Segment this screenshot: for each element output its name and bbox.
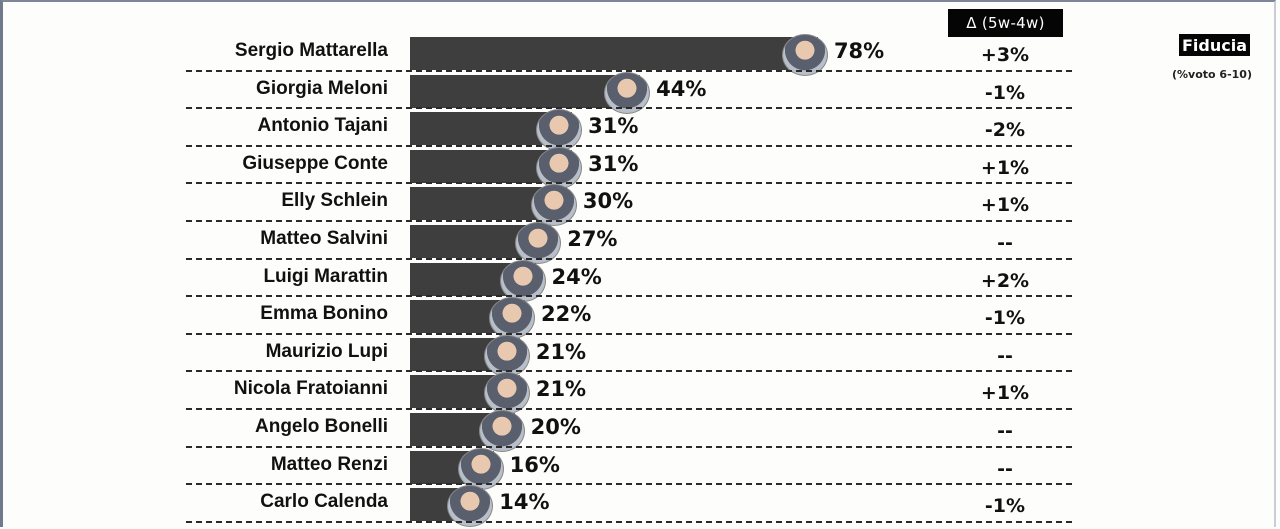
trust-bar (410, 37, 818, 70)
delta-value: -- (997, 420, 1013, 442)
row-divider (186, 219, 1072, 222)
trust-percentage: 21% (535, 339, 587, 364)
politician-name: Giuseppe Conte (242, 152, 388, 174)
bar-row: Matteo Salvini 27% -- (186, 222, 1072, 264)
trust-percentage: 22% (541, 302, 592, 327)
bar-row: Matteo Renzi 16% -- (186, 447, 1072, 490)
trust-percentage: 14% (499, 490, 550, 515)
row-divider (186, 69, 1072, 72)
portrait-icon (478, 410, 525, 452)
row-divider (186, 407, 1072, 410)
row-divider (186, 257, 1072, 260)
trust-percentage: 31% (588, 114, 639, 139)
portrait-icon (483, 372, 530, 415)
row-divider (186, 295, 1072, 298)
portrait-icon (483, 334, 530, 377)
row-divider (186, 520, 1072, 523)
trust-percentage: 20% (530, 415, 581, 439)
delta-value: +1% (980, 156, 1030, 179)
bar-row: Sergio Mattarella 78% +3% (186, 34, 1072, 76)
delta-value: -1% (984, 495, 1026, 518)
delta-value: -1% (984, 307, 1026, 330)
portrait-icon (530, 184, 577, 227)
portrait-icon (447, 485, 494, 528)
portrait-icon (489, 297, 536, 340)
politician-name: Maurizio Lupi (265, 340, 388, 362)
politician-name: Carlo Calenda (260, 491, 388, 513)
trust-percentage: 78% (833, 39, 885, 63)
chart-subtitle: (%voto 6-10) (1172, 68, 1252, 81)
delta-value: -- (997, 344, 1013, 367)
delta-column-header: Δ (5w-4w) (948, 9, 1063, 37)
trust-percentage: 16% (509, 452, 560, 477)
portrait-icon (536, 109, 583, 152)
bar-row: Elly Schlein 30% +1% (186, 184, 1072, 227)
trust-percentage: 31% (588, 151, 639, 176)
politician-name: Sergio Mattarella (234, 40, 388, 61)
trust-bar (410, 74, 641, 108)
bar-row: Carlo Calenda 14% -1% (186, 485, 1072, 528)
bar-row: Nicola Fratoianni 21% +1% (186, 372, 1072, 415)
row-divider (186, 107, 1072, 110)
bar-row: Emma Bonino 22% -1% (186, 297, 1072, 340)
politician-name: Nicola Fratoianni (233, 378, 388, 400)
row-divider (186, 332, 1072, 335)
row-divider (186, 370, 1072, 373)
delta-value: -2% (984, 119, 1026, 142)
delta-value: -- (997, 232, 1013, 254)
trust-percentage: 44% (656, 76, 707, 101)
politician-name: Matteo Renzi (270, 453, 388, 475)
portrait-icon (536, 146, 583, 189)
trust-percentage: 21% (535, 377, 587, 402)
portrait-icon (604, 71, 651, 114)
trust-percentage: 24% (551, 264, 602, 289)
delta-value: -- (997, 457, 1013, 480)
delta-value: +1% (980, 194, 1030, 217)
delta-value: +2% (980, 269, 1030, 292)
bar-row: Giuseppe Conte 31% +1% (186, 146, 1072, 189)
bar-row: Maurizio Lupi 21% -- (186, 334, 1072, 377)
row-divider (186, 483, 1072, 486)
chart-title-badge: Fiducia (1179, 34, 1251, 56)
trust-percentage: 30% (582, 189, 634, 214)
bar-row: Giorgia Meloni 44% -1% (186, 71, 1072, 114)
politician-name: Emma Bonino (260, 303, 388, 325)
bar-row: Angelo Bonelli 20% -- (186, 410, 1072, 452)
bar-row: Antonio Tajani 31% -2% (186, 109, 1072, 152)
delta-value: +1% (980, 382, 1030, 405)
politician-name: Luigi Marattin (263, 265, 388, 287)
politician-name: Antonio Tajani (257, 115, 388, 137)
politician-name: Matteo Salvini (260, 228, 388, 249)
portrait-icon (781, 34, 828, 76)
politician-name: Angelo Bonelli (255, 416, 388, 437)
portrait-icon (515, 222, 562, 264)
row-divider (186, 144, 1072, 147)
row-divider (186, 182, 1072, 185)
row-divider (186, 445, 1072, 448)
delta-value: -1% (984, 81, 1026, 104)
politician-name: Giorgia Meloni (256, 77, 388, 99)
portrait-icon (457, 447, 504, 490)
trust-percentage: 27% (567, 227, 618, 251)
bar-row: Luigi Marattin 24% +2% (186, 259, 1072, 302)
delta-value: +3% (980, 44, 1030, 66)
politician-name: Elly Schlein (281, 190, 388, 212)
